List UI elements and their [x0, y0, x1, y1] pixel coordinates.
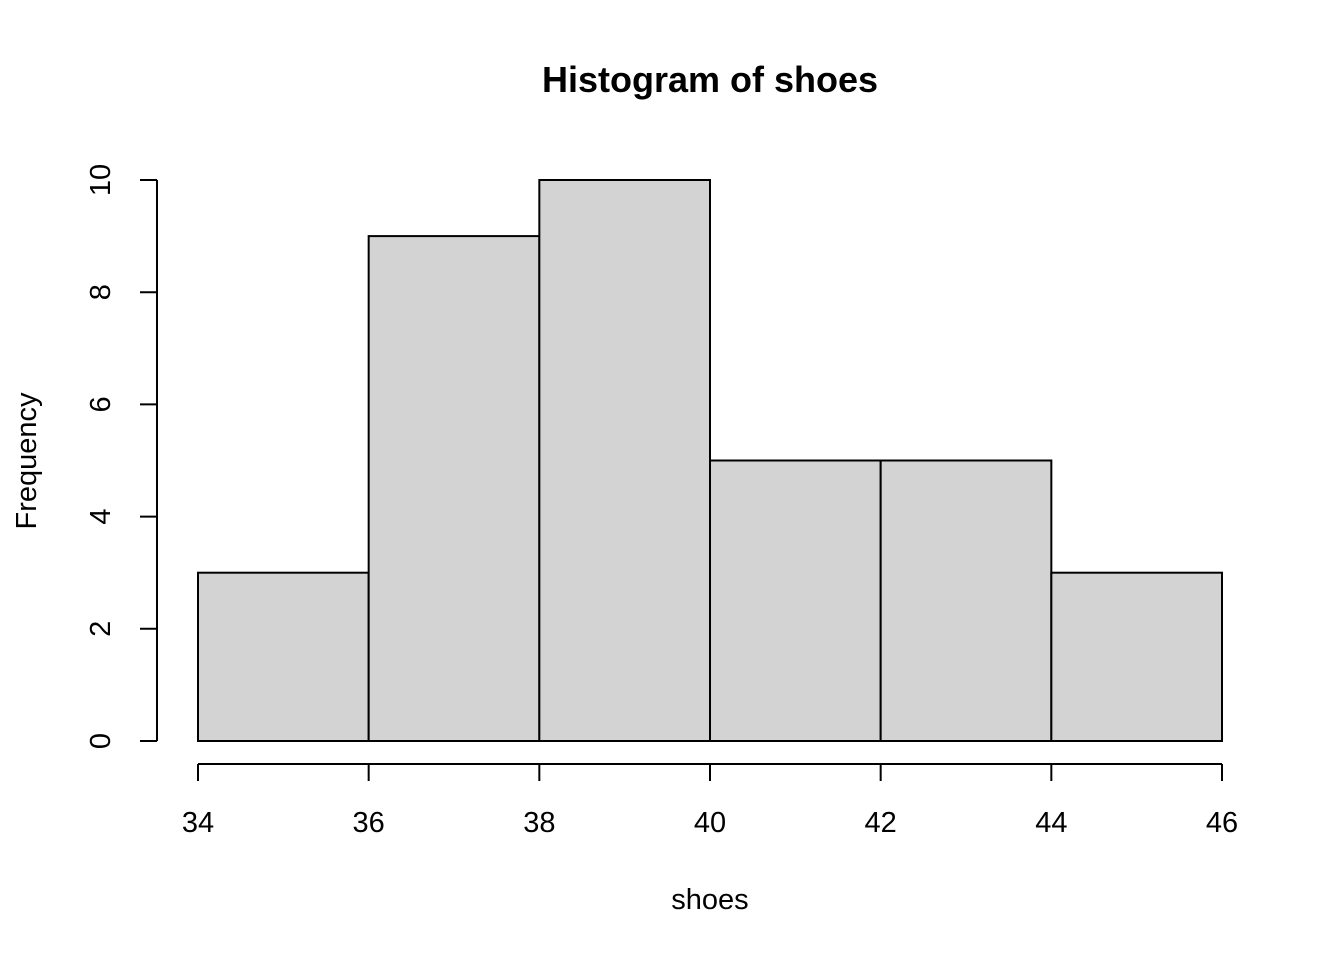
- x-tick-label: 34: [182, 807, 214, 839]
- y-tick-label: 10: [85, 164, 117, 196]
- histogram-bar-6: [1050, 571, 1224, 743]
- x-tick-label: 46: [1206, 807, 1238, 839]
- chart-title: Histogram of shoes: [542, 59, 878, 100]
- y-axis-label: Frequency: [11, 392, 43, 530]
- histogram-bar-3: [538, 179, 711, 742]
- bars-group: [197, 179, 1224, 743]
- y-tick-label: 4: [85, 509, 117, 525]
- y-tick-label: 6: [85, 396, 117, 412]
- histogram-bar-5: [879, 459, 1053, 742]
- x-tick-label: 38: [523, 807, 555, 839]
- x-tick-label: 42: [865, 807, 897, 839]
- x-axis-label: shoes: [671, 884, 748, 916]
- y-tick-label: 0: [85, 733, 117, 749]
- y-tick-label: 2: [85, 621, 117, 637]
- x-axis: 34 36 38 40 42 44 46: [182, 763, 1238, 839]
- histogram-bar-2: [367, 235, 541, 742]
- histogram-bar-1: [197, 571, 370, 743]
- x-tick-label: 36: [353, 807, 385, 839]
- y-tick-label: 8: [85, 284, 117, 300]
- x-tick-label: 44: [1035, 807, 1067, 839]
- histogram-bar-4: [709, 459, 882, 742]
- x-tick-label: 40: [694, 807, 726, 839]
- y-axis: 0 2 4 6 8 10: [85, 164, 158, 749]
